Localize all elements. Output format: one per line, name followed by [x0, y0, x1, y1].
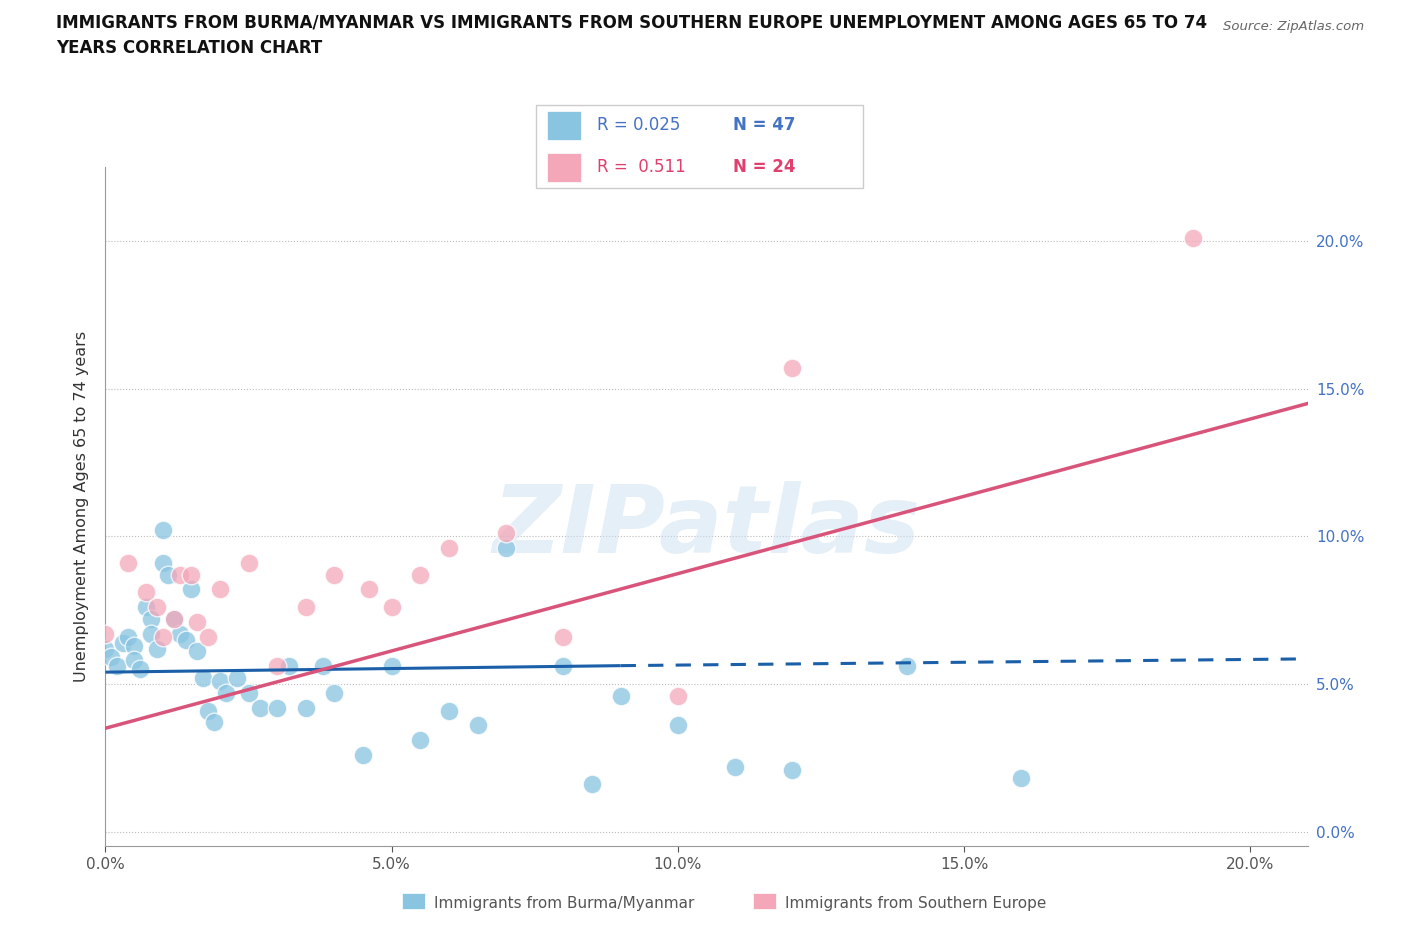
- Text: Immigrants from Southern Europe: Immigrants from Southern Europe: [785, 897, 1046, 911]
- Point: [249, 700, 271, 715]
- Point: [782, 361, 804, 376]
- Point: [238, 685, 260, 700]
- FancyBboxPatch shape: [402, 893, 425, 910]
- Point: [553, 630, 575, 644]
- Point: [191, 671, 214, 685]
- Point: [352, 748, 374, 763]
- Point: [553, 658, 575, 673]
- Point: [323, 685, 346, 700]
- Point: [186, 615, 208, 630]
- Point: [1182, 231, 1205, 246]
- FancyBboxPatch shape: [754, 893, 776, 910]
- FancyBboxPatch shape: [547, 153, 581, 182]
- FancyBboxPatch shape: [547, 112, 581, 140]
- Point: [1010, 771, 1032, 786]
- Point: [409, 733, 432, 748]
- Point: [581, 777, 603, 791]
- Text: ZIPatlas: ZIPatlas: [492, 481, 921, 573]
- Text: N = 24: N = 24: [733, 158, 794, 176]
- Point: [357, 582, 380, 597]
- Point: [277, 658, 299, 673]
- Point: [266, 658, 288, 673]
- Point: [208, 673, 231, 688]
- Point: [174, 632, 197, 647]
- Text: N = 47: N = 47: [733, 116, 794, 134]
- Point: [495, 526, 517, 541]
- Text: Source: ZipAtlas.com: Source: ZipAtlas.com: [1223, 20, 1364, 33]
- Point: [152, 630, 174, 644]
- Point: [896, 658, 918, 673]
- Point: [169, 626, 191, 641]
- Point: [111, 635, 134, 650]
- Point: [141, 626, 163, 641]
- Text: YEARS CORRELATION CHART: YEARS CORRELATION CHART: [56, 39, 322, 57]
- Point: [381, 600, 404, 615]
- Text: Immigrants from Burma/Myanmar: Immigrants from Burma/Myanmar: [434, 897, 695, 911]
- Point: [105, 658, 128, 673]
- Point: [186, 644, 208, 659]
- Point: [146, 600, 169, 615]
- Point: [135, 600, 157, 615]
- Point: [163, 612, 186, 627]
- Point: [197, 630, 219, 644]
- Point: [724, 759, 747, 774]
- Point: [666, 688, 689, 703]
- Point: [208, 582, 231, 597]
- Point: [180, 567, 202, 582]
- Point: [202, 715, 225, 730]
- Point: [141, 612, 163, 627]
- Point: [312, 658, 335, 673]
- Point: [117, 555, 139, 570]
- Point: [163, 612, 186, 627]
- Point: [152, 555, 174, 570]
- Point: [128, 662, 150, 677]
- Point: [266, 700, 288, 715]
- Point: [666, 718, 689, 733]
- Point: [122, 653, 145, 668]
- Point: [214, 685, 236, 700]
- Point: [117, 630, 139, 644]
- FancyBboxPatch shape: [536, 105, 863, 188]
- Text: R =  0.511: R = 0.511: [598, 158, 686, 176]
- Point: [146, 641, 169, 656]
- Point: [437, 540, 460, 555]
- Text: R = 0.025: R = 0.025: [598, 116, 681, 134]
- Point: [609, 688, 631, 703]
- Point: [381, 658, 404, 673]
- Point: [323, 567, 346, 582]
- Point: [409, 567, 432, 582]
- Point: [226, 671, 249, 685]
- Point: [467, 718, 489, 733]
- Point: [437, 703, 460, 718]
- Point: [122, 638, 145, 653]
- Point: [100, 650, 122, 665]
- Point: [94, 641, 117, 656]
- Point: [238, 555, 260, 570]
- Point: [180, 582, 202, 597]
- Point: [157, 567, 180, 582]
- Point: [94, 626, 117, 641]
- Point: [197, 703, 219, 718]
- Y-axis label: Unemployment Among Ages 65 to 74 years: Unemployment Among Ages 65 to 74 years: [75, 331, 90, 683]
- Point: [495, 540, 517, 555]
- Point: [782, 762, 804, 777]
- Text: IMMIGRANTS FROM BURMA/MYANMAR VS IMMIGRANTS FROM SOUTHERN EUROPE UNEMPLOYMENT AM: IMMIGRANTS FROM BURMA/MYANMAR VS IMMIGRA…: [56, 14, 1208, 32]
- Point: [295, 700, 318, 715]
- Point: [152, 523, 174, 538]
- Point: [135, 585, 157, 600]
- Point: [169, 567, 191, 582]
- Point: [295, 600, 318, 615]
